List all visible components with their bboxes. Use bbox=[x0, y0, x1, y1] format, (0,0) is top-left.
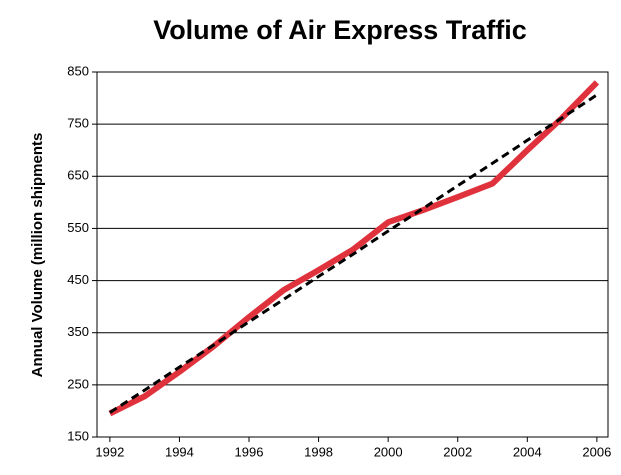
x-tick-label: 2002 bbox=[443, 444, 472, 459]
y-tick-label: 450 bbox=[67, 272, 89, 287]
x-tick-label: 1992 bbox=[95, 444, 124, 459]
y-tick-label: 750 bbox=[67, 116, 89, 131]
x-tick-label: 2004 bbox=[513, 444, 542, 459]
series-line bbox=[109, 93, 598, 414]
y-axis-label: Annual Volume (million shipments bbox=[29, 133, 46, 378]
x-tick-label: 1994 bbox=[165, 444, 194, 459]
y-tick-label: 850 bbox=[67, 63, 89, 78]
y-tick-label: 150 bbox=[67, 428, 89, 443]
y-tick-label: 650 bbox=[67, 168, 89, 183]
y-tick-label: 350 bbox=[67, 324, 89, 339]
plot-border bbox=[96, 71, 609, 438]
x-tick-label: 1996 bbox=[235, 444, 264, 459]
x-tick-label: 2006 bbox=[582, 444, 611, 459]
y-tick-label: 250 bbox=[67, 376, 89, 391]
series-line bbox=[108, 80, 600, 417]
x-tick-label: 2000 bbox=[374, 444, 403, 459]
y-tick-label: 550 bbox=[67, 220, 89, 235]
chart-title: Volume of Air Express Traffic bbox=[153, 15, 527, 45]
x-tick-label: 1998 bbox=[304, 444, 333, 459]
